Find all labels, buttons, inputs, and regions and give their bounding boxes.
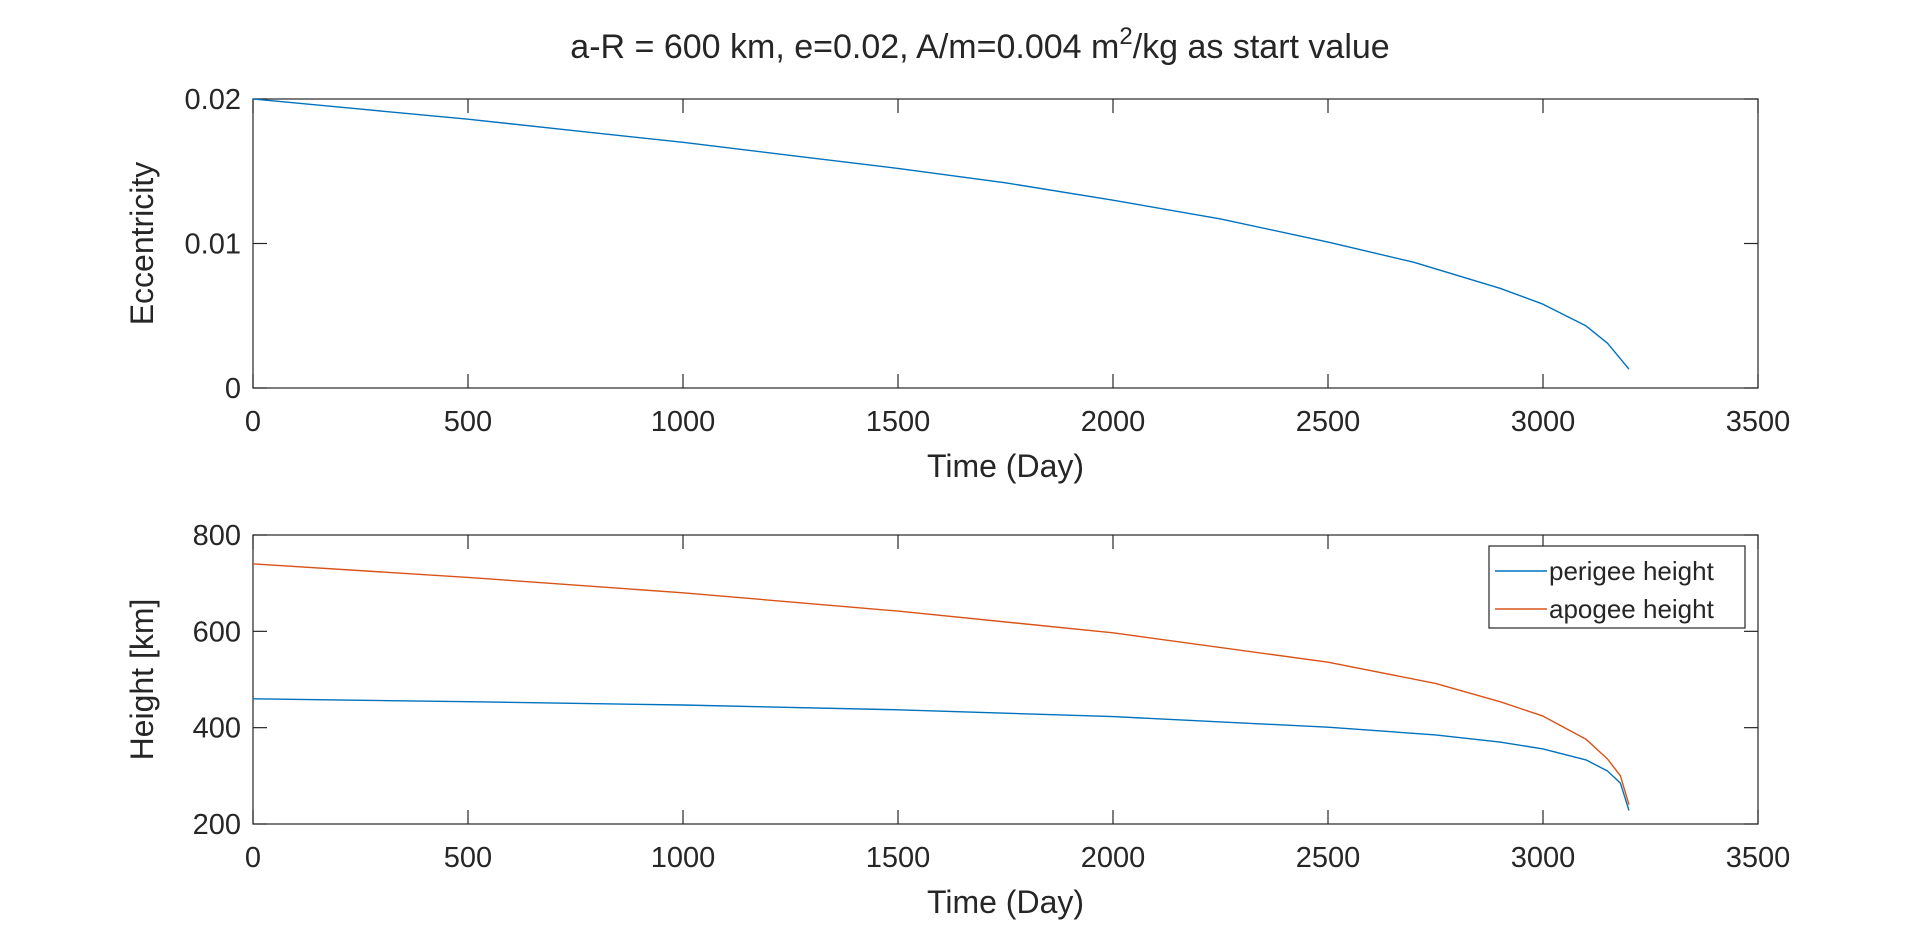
eccentricity-x-tick-label: 1000 — [651, 406, 716, 438]
height-x-tick-label: 500 — [444, 842, 492, 874]
eccentricity-x-tick-label: 2500 — [1296, 406, 1361, 438]
height-x-tick-label: 0 — [245, 842, 261, 874]
legend-box — [1488, 545, 1746, 629]
eccentricity-x-tick-label: 2000 — [1081, 406, 1146, 438]
chart-title-main: a-R = 600 km, e=0.02, A/m=0.004 m — [570, 28, 1119, 66]
height-y-tick-label: 600 — [193, 616, 241, 648]
eccentricity-x-ticks: 0 500 1000 1500 2000 2500 3000 3500 — [245, 99, 1790, 438]
height-x-tick-label: 1500 — [866, 842, 931, 874]
height-y-tick-label: 200 — [193, 809, 241, 841]
height-x-tick-label: 3500 — [1726, 842, 1791, 874]
chart-title-superscript: 2 — [1119, 23, 1132, 50]
height-x-axis-label: Time (Day) — [927, 884, 1084, 920]
eccentricity-series — [252, 98, 1630, 370]
eccentricity-x-tick-label: 0 — [245, 406, 261, 438]
chart-title: a-R = 600 km, e=0.02, A/m=0.004 m2/kg as… — [570, 23, 1389, 66]
height-axes: 0 500 1000 1500 2000 2500 3000 3500 200 400 600 80… — [124, 520, 1790, 920]
height-x-tick-label: 2000 — [1081, 842, 1146, 874]
chart-title-tail: /kg as start value — [1133, 28, 1390, 66]
eccentricity-y-axis-label: Eccentricity — [124, 162, 160, 326]
height-perigee-height-line — [252, 698, 1630, 811]
eccentricity-plot-area — [252, 98, 1759, 389]
eccentricity-x-tick-label: 3000 — [1511, 406, 1576, 438]
height-x-tick-label: 3000 — [1511, 842, 1576, 874]
height-legend: perigee height apogee height — [1488, 545, 1746, 629]
height-x-tick-label: 2500 — [1296, 842, 1361, 874]
eccentricity-y-tick-label: 0.02 — [185, 84, 241, 116]
height-x-ticks: 0 500 1000 1500 2000 2500 3000 3500 — [245, 535, 1790, 874]
eccentricity-axes: 0 500 1000 1500 2000 2500 3000 3500 0 0.01 0.02 T… — [124, 84, 1790, 484]
eccentricity-x-axis-label: Time (Day) — [927, 448, 1084, 484]
eccentricity-y-tick-label: 0.01 — [185, 229, 241, 261]
eccentricity-y-tick-label: 0 — [225, 373, 241, 405]
eccentricity-x-tick-label: 3500 — [1726, 406, 1791, 438]
legend-entry: apogee height — [1549, 594, 1715, 624]
height-y-axis-label: Height [km] — [124, 599, 160, 761]
eccentricity-x-tick-label: 500 — [444, 406, 492, 438]
eccentricity-line — [252, 98, 1630, 370]
height-apogee-height-line — [252, 563, 1630, 805]
height-y-ticks: 200 400 600 800 — [193, 520, 1758, 841]
height-x-tick-label: 1000 — [651, 842, 716, 874]
height-y-tick-label: 400 — [193, 713, 241, 745]
eccentricity-x-tick-label: 1500 — [866, 406, 931, 438]
height-y-tick-label: 800 — [193, 520, 241, 552]
legend-entry: perigee height — [1549, 556, 1715, 586]
eccentricity-y-ticks: 0 0.01 0.02 — [185, 84, 1758, 405]
height-series — [252, 563, 1630, 811]
